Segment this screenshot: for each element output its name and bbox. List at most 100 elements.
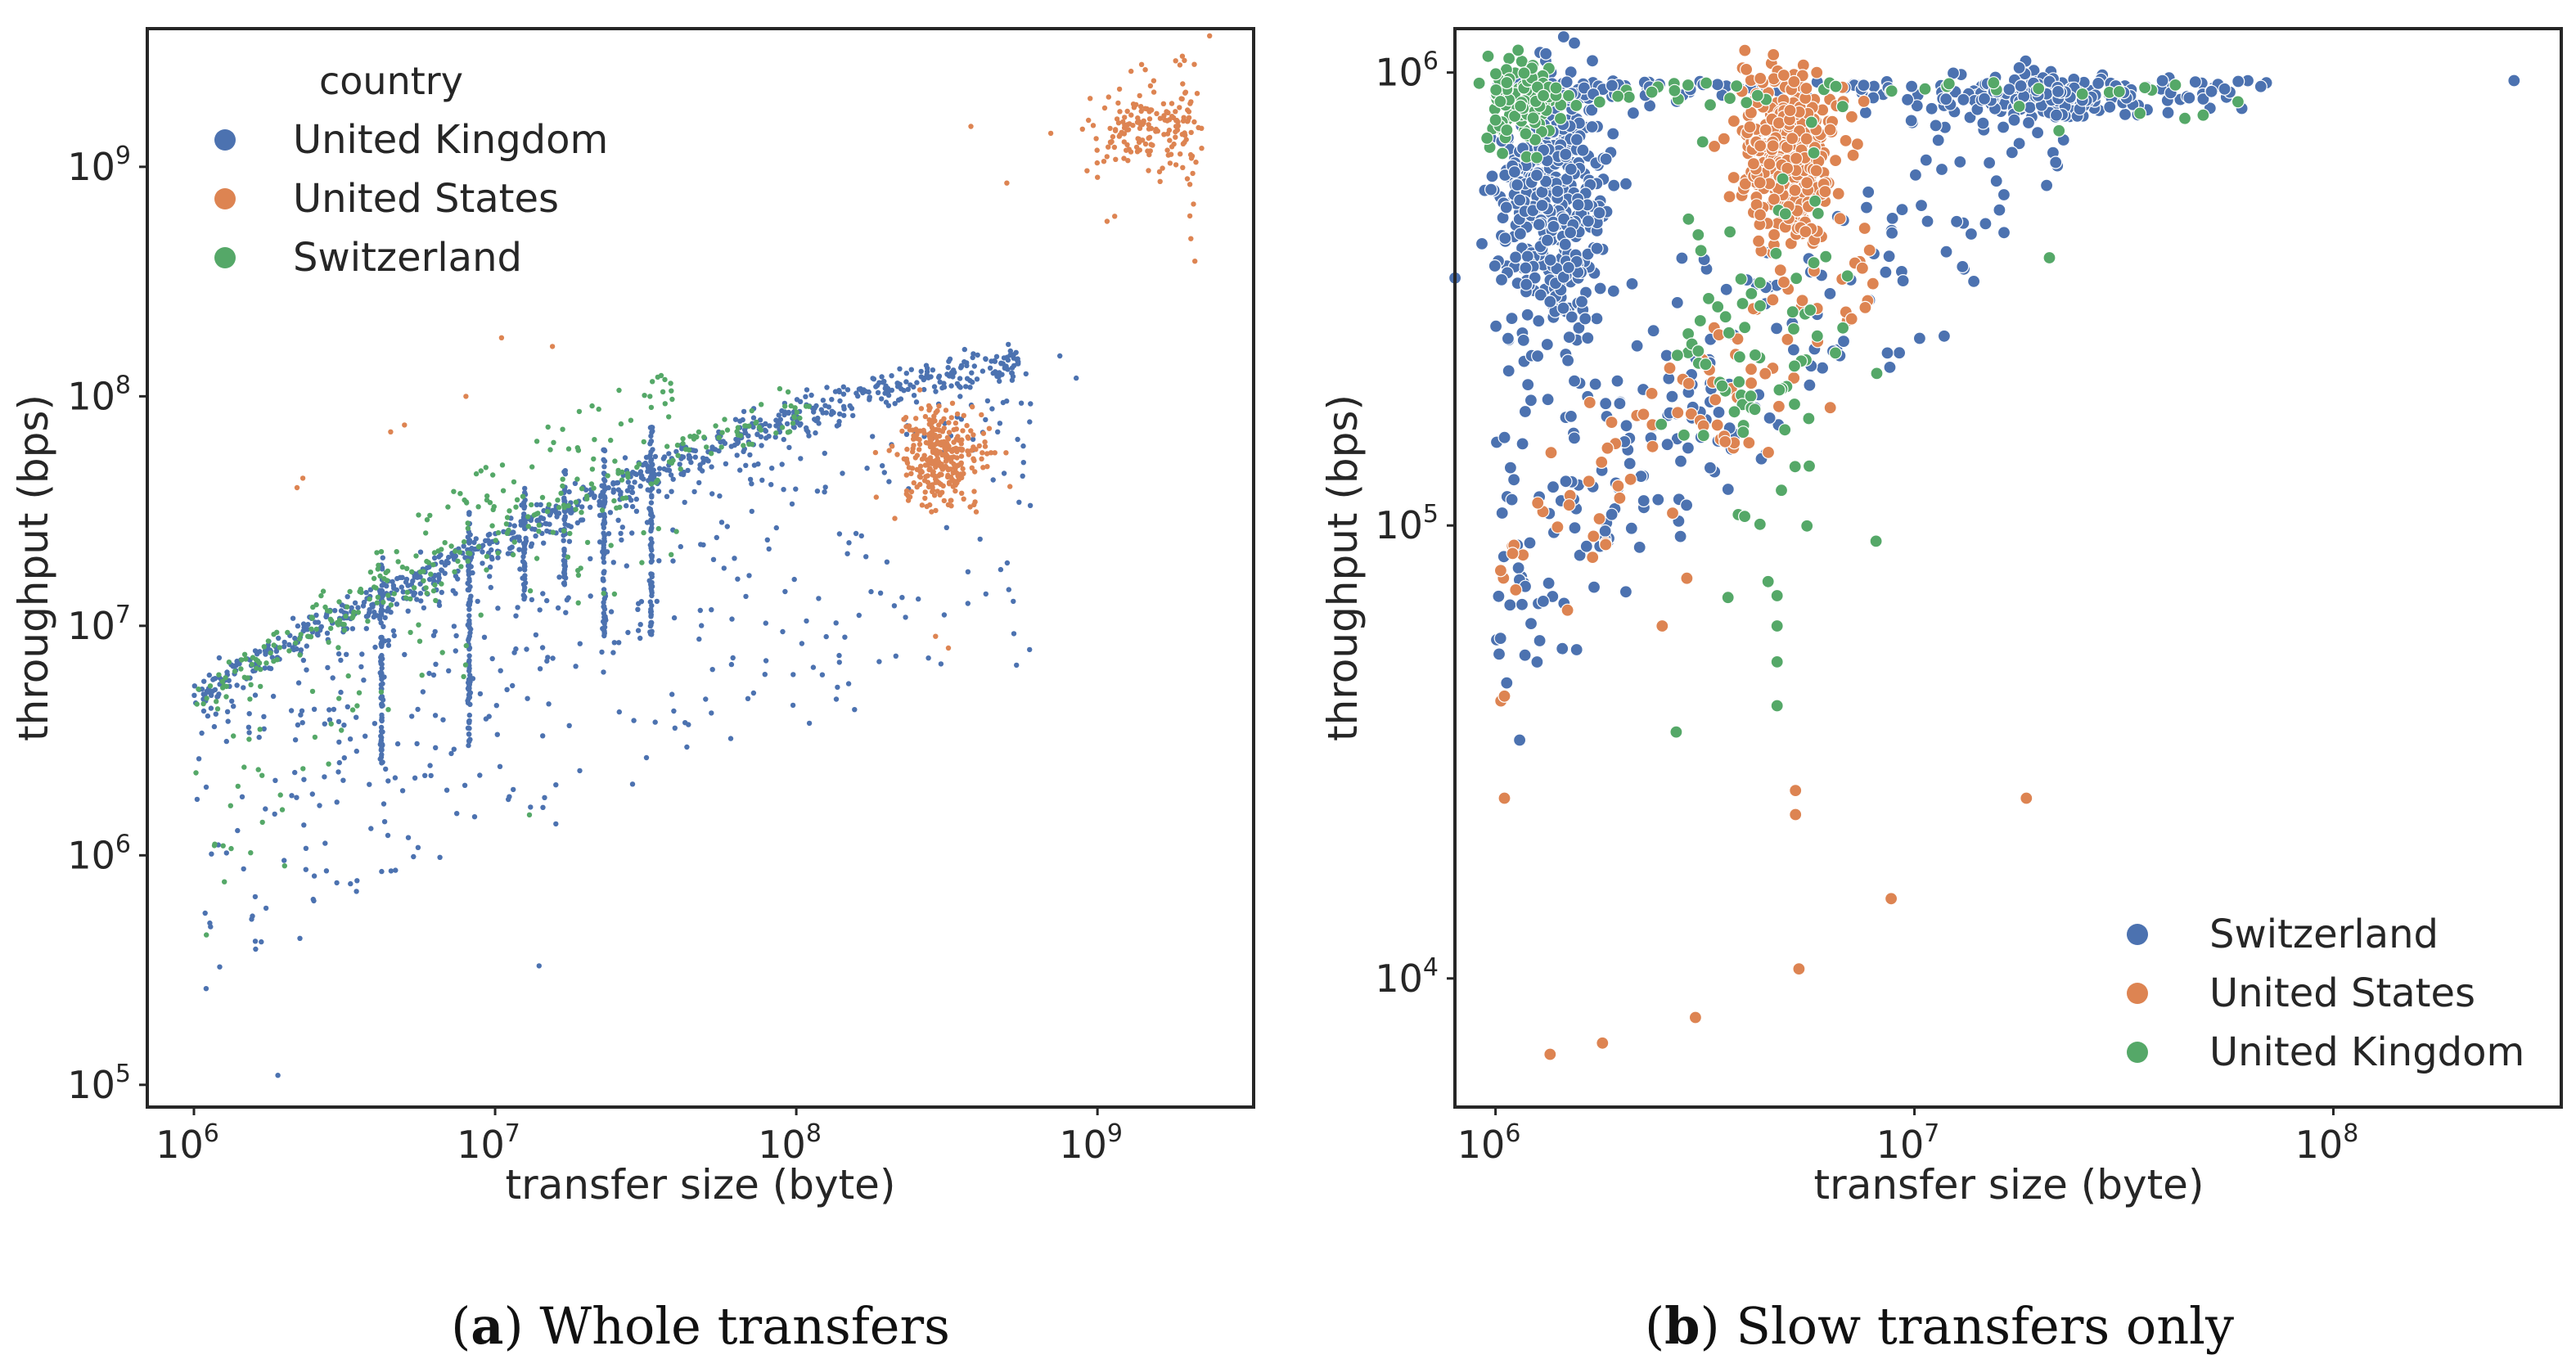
data-point-united-kingdom bbox=[844, 551, 850, 556]
data-point-united-kingdom bbox=[379, 661, 385, 668]
data-point-united-kingdom bbox=[754, 431, 760, 438]
data-point-united-kingdom bbox=[336, 739, 342, 745]
data-point-united-kingdom bbox=[735, 576, 741, 582]
data-point-united-states bbox=[1560, 603, 1574, 617]
data-point-switzerland bbox=[1536, 594, 1551, 609]
data-point-switzerland bbox=[1581, 214, 1596, 228]
data-point-united-states bbox=[982, 443, 989, 449]
data-point-united-kingdom bbox=[813, 430, 818, 436]
data-point-united-kingdom bbox=[933, 389, 939, 394]
data-point-united-kingdom bbox=[743, 462, 749, 468]
data-point-united-kingdom bbox=[203, 784, 209, 790]
data-point-united-kingdom bbox=[650, 514, 655, 520]
data-point-united-states bbox=[1124, 142, 1130, 148]
data-point-united-kingdom bbox=[1691, 227, 1705, 242]
data-point-united-kingdom bbox=[322, 774, 327, 780]
data-point-switzerland bbox=[1559, 147, 1573, 161]
data-point-switzerland bbox=[1500, 676, 1514, 690]
data-point-united-kingdom bbox=[1018, 400, 1025, 406]
data-point-switzerland bbox=[1541, 393, 1555, 407]
data-point-switzerland bbox=[647, 394, 653, 399]
data-point-united-kingdom bbox=[745, 433, 751, 439]
data-point-united-kingdom bbox=[562, 515, 568, 520]
data-point-united-kingdom bbox=[844, 387, 851, 393]
data-point-united-states bbox=[1777, 68, 1790, 83]
data-point-united-kingdom bbox=[867, 394, 873, 400]
data-point-switzerland bbox=[669, 388, 674, 394]
data-point-switzerland bbox=[1919, 153, 1933, 167]
data-point-united-kingdom bbox=[461, 543, 466, 549]
data-point-united-states bbox=[927, 443, 934, 450]
data-point-united-kingdom bbox=[629, 781, 636, 787]
data-point-switzerland bbox=[204, 932, 209, 938]
data-point-united-kingdom bbox=[433, 661, 439, 667]
data-point-united-kingdom bbox=[781, 487, 786, 493]
data-point-switzerland bbox=[1510, 178, 1524, 192]
data-point-united-states bbox=[1134, 119, 1141, 125]
data-point-united-states bbox=[935, 440, 941, 447]
data-point-united-kingdom bbox=[804, 387, 810, 393]
x-tick-label: 108 bbox=[2295, 1119, 2359, 1167]
data-point-united-states bbox=[1177, 105, 1182, 110]
data-point-united-kingdom bbox=[1727, 405, 1741, 419]
data-point-united-kingdom bbox=[790, 672, 796, 677]
data-point-united-states bbox=[1506, 547, 1520, 560]
data-point-united-kingdom bbox=[454, 811, 460, 817]
data-point-united-kingdom bbox=[528, 517, 534, 524]
data-point-united-states bbox=[1090, 123, 1097, 128]
data-point-united-kingdom bbox=[597, 539, 603, 545]
data-point-switzerland bbox=[1883, 360, 1897, 374]
data-point-united-kingdom bbox=[345, 594, 350, 600]
data-point-switzerland bbox=[328, 721, 334, 727]
data-point-united-kingdom bbox=[256, 734, 262, 741]
data-point-united-states bbox=[1655, 619, 1669, 633]
data-point-united-kingdom bbox=[392, 775, 399, 781]
data-point-united-kingdom bbox=[798, 421, 804, 427]
data-point-united-states bbox=[1094, 160, 1101, 166]
data-point-united-kingdom bbox=[225, 718, 231, 724]
data-point-united-kingdom bbox=[647, 452, 653, 458]
data-point-switzerland bbox=[489, 523, 495, 529]
data-point-switzerland bbox=[490, 472, 496, 478]
data-point-united-kingdom bbox=[379, 639, 385, 645]
data-point-united-kingdom bbox=[1481, 49, 1495, 63]
data-point-united-states bbox=[1746, 157, 1760, 171]
data-point-united-kingdom bbox=[385, 778, 391, 784]
data-point-united-states bbox=[939, 471, 944, 478]
data-point-united-kingdom bbox=[958, 362, 965, 369]
data-point-switzerland bbox=[536, 522, 542, 528]
data-point-united-states bbox=[1128, 112, 1134, 118]
data-point-switzerland bbox=[546, 502, 552, 507]
data-point-united-kingdom bbox=[611, 640, 617, 646]
data-point-united-states bbox=[964, 422, 970, 429]
data-point-united-kingdom bbox=[797, 398, 804, 404]
data-point-switzerland bbox=[247, 696, 253, 702]
data-point-united-kingdom bbox=[574, 520, 580, 526]
data-point-united-states bbox=[1592, 511, 1606, 526]
data-point-united-states bbox=[916, 437, 922, 443]
data-point-switzerland bbox=[601, 591, 606, 596]
data-point-united-states bbox=[1185, 118, 1191, 124]
data-point-united-kingdom bbox=[883, 399, 889, 405]
data-point-switzerland bbox=[1524, 394, 1538, 407]
data-point-switzerland bbox=[1585, 103, 1599, 117]
data-point-united-states bbox=[949, 400, 956, 406]
data-point-united-kingdom bbox=[750, 415, 757, 421]
data-point-united-kingdom bbox=[977, 536, 983, 542]
data-point-united-kingdom bbox=[1802, 459, 1817, 473]
data-point-switzerland bbox=[2012, 61, 2026, 75]
data-point-switzerland bbox=[223, 694, 229, 700]
panel-b-legend-label-united-kingdom: United Kingdom bbox=[2209, 1029, 2524, 1075]
data-point-switzerland bbox=[455, 558, 461, 564]
data-point-united-kingdom bbox=[525, 696, 530, 701]
data-point-united-states bbox=[1787, 74, 1801, 89]
data-point-united-kingdom bbox=[347, 736, 354, 742]
data-point-united-kingdom bbox=[303, 845, 309, 852]
data-point-united-states bbox=[1199, 146, 1205, 151]
data-point-switzerland bbox=[792, 405, 798, 411]
data-point-united-kingdom bbox=[409, 714, 415, 719]
data-point-united-kingdom bbox=[466, 732, 472, 737]
data-point-switzerland bbox=[341, 622, 347, 628]
data-point-switzerland bbox=[506, 527, 511, 533]
data-point-united-kingdom bbox=[729, 616, 735, 622]
